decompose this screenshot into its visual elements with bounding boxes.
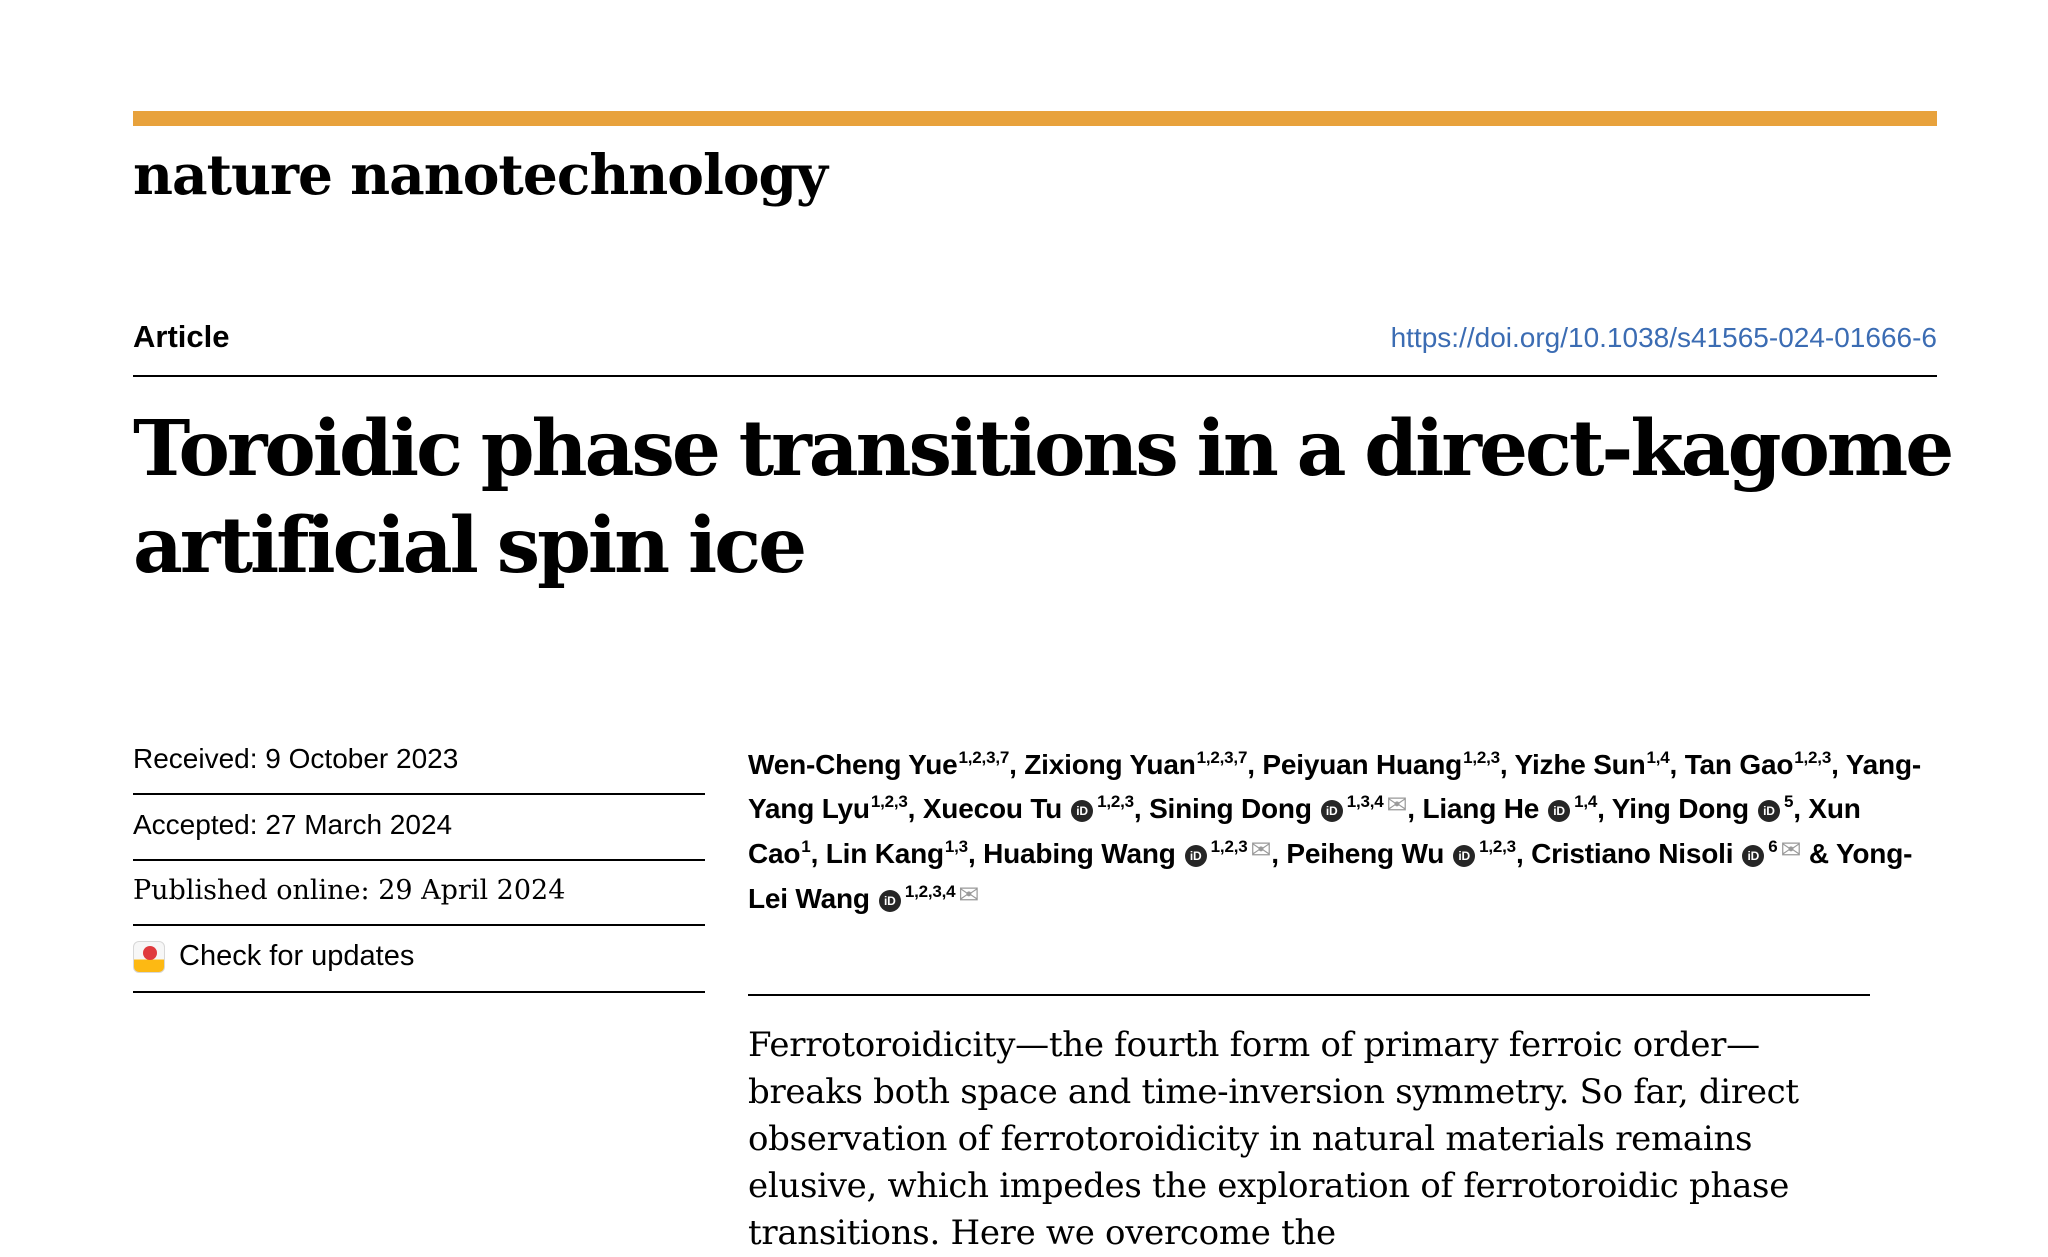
author-name: Cristiano Nisoli [1531, 838, 1734, 870]
author-affiliation-numbers: 1,2,3 [1097, 792, 1134, 812]
author-name: Yang-Yang Lyu [748, 749, 1921, 825]
author-separator: & [1801, 838, 1836, 870]
author-separator: , [1669, 749, 1685, 781]
author-name: Xuecou Tu [922, 793, 1063, 825]
accepted-date: 27 March 2024 [265, 809, 453, 841]
author-separator: , [967, 838, 984, 870]
author-affiliation-numbers: 5 [1783, 792, 1794, 812]
author-affiliation-numbers: 1,2,3,7 [958, 748, 1010, 768]
metadata-sidebar: Received: 9 October 2023 Accepted: 27 Ma… [133, 743, 705, 1257]
author-affiliation-numbers: 1,2,3,4 [904, 882, 956, 902]
abstract-text: Ferrotoroidicity—the fourth form of prim… [748, 1025, 1799, 1254]
orcid-icon[interactable]: iD [1320, 800, 1343, 823]
abstract-divider [748, 994, 1870, 997]
published-date: 29 April 2024 [378, 875, 566, 907]
author-name: Wen-Cheng Yue [748, 749, 958, 781]
author-affiliation-numbers: 1,2,3 [1479, 837, 1516, 857]
author-affiliation-numbers: 1,2,3 [1463, 748, 1500, 768]
author-separator: , [1499, 749, 1515, 781]
author-separator: , [1271, 838, 1287, 870]
author-separator: , [1407, 793, 1423, 825]
author-name: Sining Dong [1149, 793, 1312, 825]
author-affiliation-numbers: 1,2,3 [870, 792, 908, 812]
author-separator: , [907, 793, 923, 825]
author-name: Peiyuan Huang [1262, 749, 1463, 781]
email-icon[interactable]: ✉ [1386, 791, 1408, 820]
email-icon[interactable]: ✉ [958, 881, 980, 910]
abstract-section: Ferrotoroidicity—the fourth form of prim… [748, 994, 1870, 1257]
author-name: Huabing Wang [983, 838, 1176, 870]
orcid-icon[interactable]: iD [1742, 845, 1765, 868]
orcid-icon[interactable]: iD [1453, 845, 1476, 868]
author-separator: , [810, 838, 826, 870]
author-affiliation-numbers: 1,2,3,7 [1196, 748, 1248, 768]
published-label: Published online: [133, 875, 370, 907]
author-name: Yizhe Sun [1514, 749, 1646, 781]
journal-logo: nature nanotechnology [133, 142, 828, 207]
author-affiliation-numbers: 1,2,3 [1794, 748, 1832, 768]
article-type-label: Article [133, 319, 230, 354]
received-date: 9 October 2023 [265, 743, 459, 775]
author-separator: , [1009, 749, 1025, 781]
author-name: Peiheng Wu [1286, 838, 1445, 870]
author-separator: , [1831, 749, 1846, 781]
author-affiliation-numbers: 1,4 [1646, 748, 1670, 768]
author-name: Lin Kang [825, 838, 944, 870]
orcid-icon[interactable]: iD [878, 890, 901, 913]
crossmark-icon [133, 940, 165, 973]
author-affiliation-numbers: 1,3,4 [1346, 792, 1384, 812]
check-for-updates-button[interactable]: Check for updates [133, 926, 705, 994]
check-for-updates-label: Check for updates [179, 940, 415, 973]
accepted-label: Accepted: [133, 809, 258, 841]
title-line-2: artificial spin ice [133, 501, 807, 592]
author-affiliation-numbers: 6 [1768, 837, 1778, 857]
accepted-row: Accepted: 27 March 2024 [133, 795, 705, 862]
author-list: Wen-Cheng Yue1,2,3,7, Zixiong Yuan1,2,3,… [748, 743, 1937, 922]
header-divider [133, 375, 1937, 377]
received-row: Received: 9 October 2023 [133, 743, 705, 796]
article-header-row: Article https://doi.org/10.1038/s41565-0… [133, 319, 1937, 355]
orcid-icon[interactable]: iD [1548, 800, 1571, 823]
author-name: Liang He [1422, 793, 1540, 825]
author-name: Xun Cao [748, 793, 1861, 870]
orcid-icon[interactable]: iD [1071, 800, 1094, 823]
published-row: Published online: 29 April 2024 [133, 861, 705, 927]
author-name: Zixiong Yuan [1024, 749, 1196, 781]
title-line-1: Toroidic phase transitions in a direct-k… [133, 404, 1954, 494]
author-separator: , [1515, 838, 1532, 870]
received-label: Received: [133, 743, 258, 775]
author-name: Ying Dong [1611, 793, 1749, 825]
two-column-layout: Received: 9 October 2023 Accepted: 27 Ma… [133, 743, 1937, 1257]
author-affiliation-numbers: 1,3 [944, 837, 968, 857]
author-affiliation-numbers: 1,2,3 [1210, 837, 1248, 857]
article-page: nature nanotechnology Article https://do… [0, 111, 2048, 1257]
author-name: Tan Gao [1684, 749, 1794, 781]
email-icon[interactable]: ✉ [1250, 836, 1272, 865]
author-separator: , [1793, 793, 1809, 825]
doi-link[interactable]: https://doi.org/10.1038/s41565-024-01666… [1390, 322, 1937, 353]
author-affiliation-numbers: 1,4 [1574, 792, 1598, 812]
orcid-icon[interactable]: iD [1757, 800, 1780, 823]
author-separator: , [1597, 793, 1612, 825]
author-name: Yong-Lei Wang [748, 838, 1913, 915]
orcid-icon[interactable]: iD [1184, 845, 1207, 868]
email-icon[interactable]: ✉ [1780, 836, 1802, 865]
author-separator: , [1133, 793, 1150, 825]
article-body-column: Wen-Cheng Yue1,2,3,7, Zixiong Yuan1,2,3,… [748, 743, 1937, 1257]
page-title: Toroidic phase transitions in a direct-k… [133, 401, 1954, 595]
author-separator: , [1247, 749, 1263, 781]
brand-color-bar [133, 111, 1937, 126]
author-affiliation-numbers: 1 [801, 837, 811, 857]
